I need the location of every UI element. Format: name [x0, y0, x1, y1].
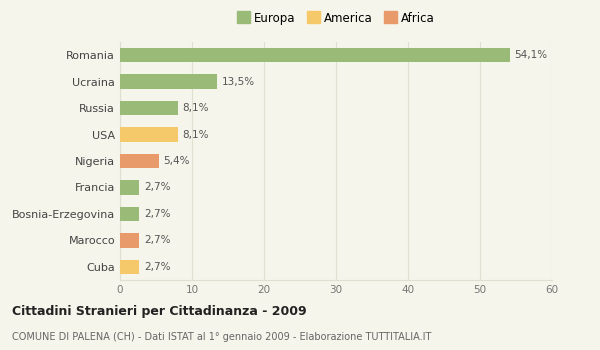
Text: 2,7%: 2,7% — [144, 182, 170, 192]
Bar — [120, 154, 159, 168]
Legend: Europa, America, Africa: Europa, America, Africa — [235, 9, 437, 27]
Text: 2,7%: 2,7% — [144, 209, 170, 219]
Text: 13,5%: 13,5% — [221, 77, 254, 87]
Bar — [120, 48, 509, 63]
Text: 5,4%: 5,4% — [163, 156, 190, 166]
Bar — [120, 259, 139, 274]
Bar — [120, 233, 139, 247]
Text: Cittadini Stranieri per Cittadinanza - 2009: Cittadini Stranieri per Cittadinanza - 2… — [12, 304, 307, 317]
Text: 2,7%: 2,7% — [144, 262, 170, 272]
Bar — [120, 75, 217, 89]
Text: 8,1%: 8,1% — [182, 103, 209, 113]
Text: 8,1%: 8,1% — [182, 130, 209, 140]
Text: 2,7%: 2,7% — [144, 235, 170, 245]
Text: COMUNE DI PALENA (CH) - Dati ISTAT al 1° gennaio 2009 - Elaborazione TUTTITALIA.: COMUNE DI PALENA (CH) - Dati ISTAT al 1°… — [12, 332, 431, 343]
Text: 54,1%: 54,1% — [514, 50, 547, 60]
Bar — [120, 180, 139, 195]
Bar — [120, 127, 178, 142]
Bar — [120, 101, 178, 116]
Bar — [120, 206, 139, 221]
